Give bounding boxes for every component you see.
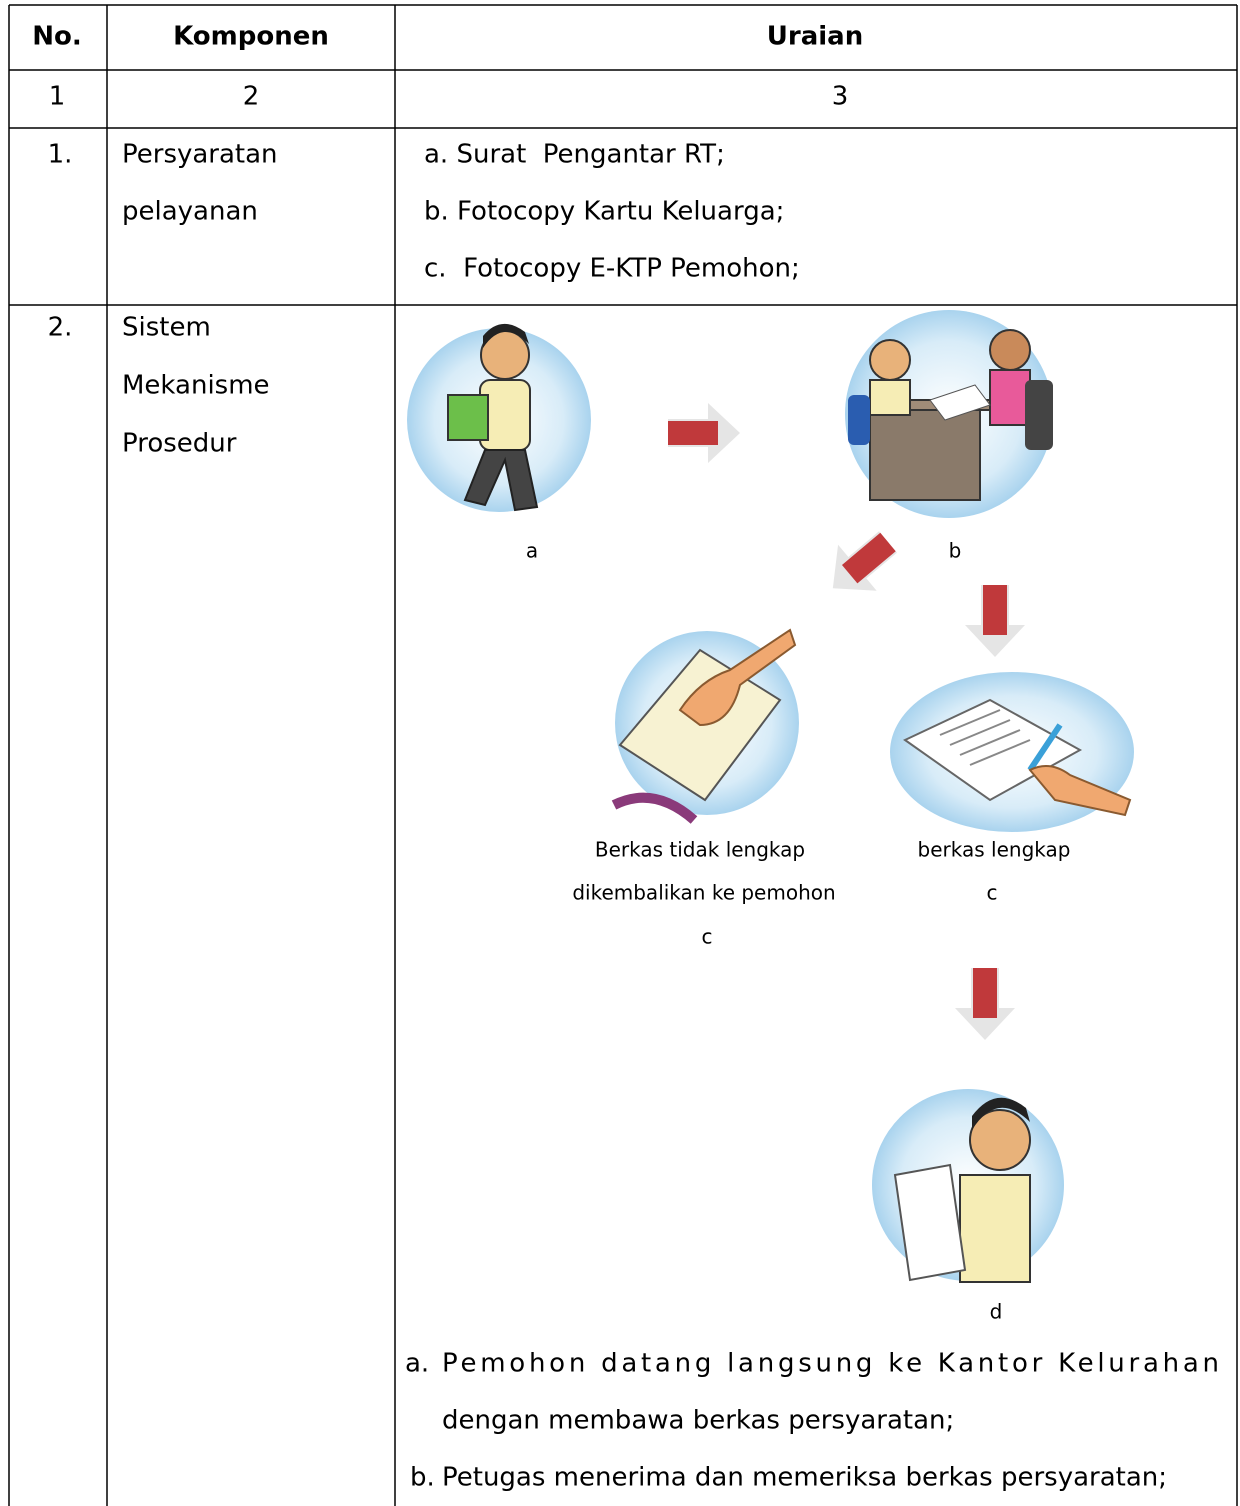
header-cell: Komponen <box>173 22 329 52</box>
header-cell: Uraian <box>767 22 863 52</box>
item: c. Fotocopy E-KTP Pemohon; <box>424 254 800 284</box>
illustration <box>868 1089 1068 1283</box>
column-number: 1 <box>49 82 66 112</box>
row-number: 2. <box>48 313 73 343</box>
component: Persyaratan <box>122 140 278 170</box>
item-marker: a. <box>405 1349 429 1379</box>
illustration <box>840 310 1058 518</box>
column-number: 2 <box>243 82 260 112</box>
illustration <box>407 313 591 518</box>
flow-arrow <box>955 968 1015 1040</box>
table-grid <box>8 4 1238 1506</box>
item: a. Surat Pengantar RT; <box>424 140 725 170</box>
column-number: 3 <box>832 82 849 112</box>
component: Sistem <box>122 313 211 343</box>
flow-label: b <box>949 539 962 563</box>
flow-arrow <box>965 585 1025 657</box>
flow-label: berkas lengkap <box>918 838 1071 862</box>
flow-label: d <box>990 1300 1003 1324</box>
flow-arrow <box>813 519 908 612</box>
illustration <box>890 672 1135 832</box>
flow-label: Berkas tidak lengkap <box>595 838 805 862</box>
flow-label: c <box>702 925 713 949</box>
item: dengan membawa berkas persyaratan; <box>442 1406 954 1436</box>
flow-arrow <box>668 403 740 463</box>
component: Mekanisme <box>122 371 270 401</box>
item: Pemohon datang langsung ke Kantor Kelura… <box>442 1349 1219 1379</box>
item: Petugas menerima dan memeriksa berkas pe… <box>442 1463 1167 1493</box>
component: Prosedur <box>122 429 237 459</box>
component: pelayanan <box>122 197 258 227</box>
row-number: 1. <box>48 140 73 170</box>
item-marker: b. <box>410 1463 435 1493</box>
flow-label: c <box>987 881 998 905</box>
illustration <box>611 627 800 824</box>
item: b. Fotocopy Kartu Keluarga; <box>424 197 784 227</box>
flow-label: a <box>526 539 538 563</box>
header-cell: No. <box>32 22 82 52</box>
flow-label: dikembalikan ke pemohon <box>572 881 835 905</box>
